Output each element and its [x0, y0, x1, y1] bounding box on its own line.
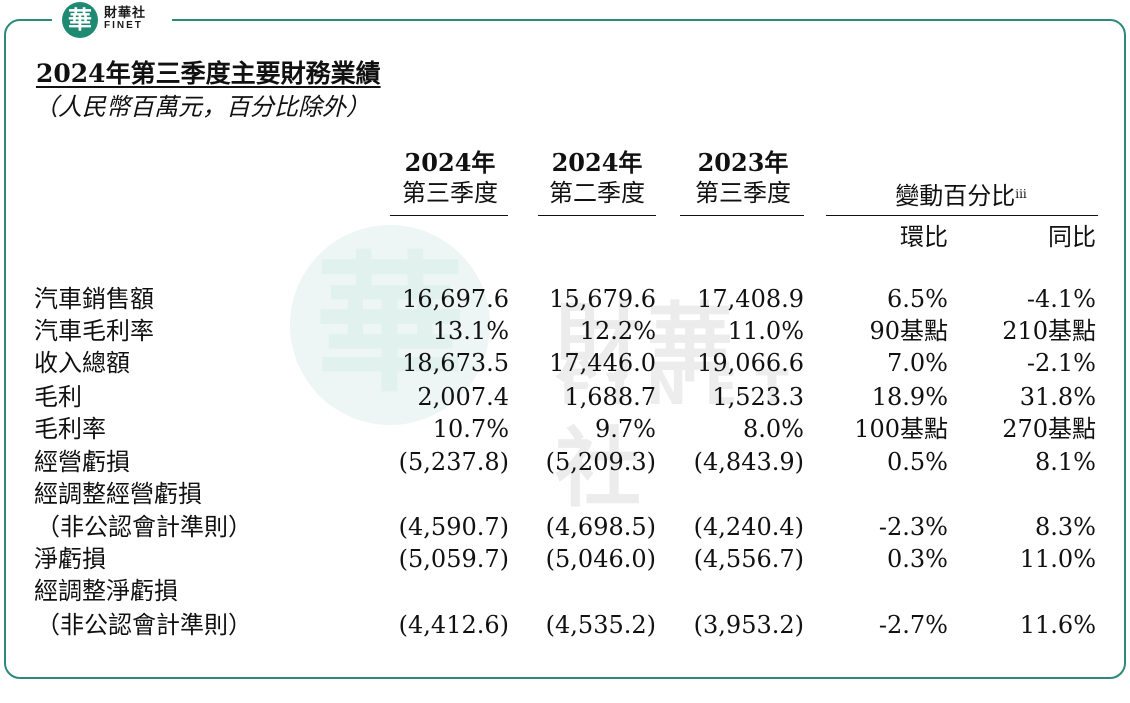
- value-2024q3: 10.7%: [432, 415, 509, 443]
- value-2023q3: (4,556.7): [693, 545, 804, 573]
- value-qoq: 0.3%: [887, 545, 948, 573]
- change-underline: [826, 215, 1098, 216]
- value-2024q2: (5,046.0): [545, 545, 656, 573]
- value-2024q3: 18,673.5: [402, 349, 509, 377]
- value-qoq: 0.5%: [887, 448, 948, 476]
- value-2023q3: 11.0%: [727, 317, 804, 345]
- value-yoy: 31.8%: [1019, 383, 1096, 411]
- value-qoq: 7.0%: [887, 349, 948, 377]
- value-yoy: 270基點: [1002, 415, 1096, 443]
- value-2024q2: (4,698.5): [545, 513, 656, 541]
- row-label: 毛利率: [34, 415, 106, 443]
- column-underline: [680, 215, 804, 216]
- table-row: 毛利率 10.7% 9.7% 8.0% 100基點 270基點: [0, 413, 1130, 445]
- row-label: 汽車毛利率: [34, 317, 154, 345]
- value-2024q3: (4,412.6): [398, 611, 509, 639]
- value-yoy: -4.1%: [1026, 285, 1096, 313]
- row-label: （非公認會計準則）: [36, 611, 252, 639]
- value-qoq: 90基點: [869, 317, 948, 345]
- column-year: 2023年: [697, 148, 789, 177]
- value-qoq: 18.9%: [871, 383, 948, 411]
- table-row: 毛利 2,007.4 1,688.7 1,523.3 18.9% 31.8%: [0, 381, 1130, 413]
- value-2023q3: (4,240.4): [693, 513, 804, 541]
- value-2023q3: 19,066.6: [697, 349, 804, 377]
- column-year: 2024年: [551, 148, 643, 177]
- column-underline: [538, 215, 656, 216]
- logo-chinese: 財華社: [104, 5, 147, 20]
- value-qoq: -2.7%: [878, 611, 948, 639]
- content-frame: [4, 19, 1126, 679]
- value-2024q2: (4,535.2): [545, 611, 656, 639]
- change-header-label: 變動百分比: [895, 182, 1016, 210]
- value-2024q3: 13.1%: [432, 317, 509, 345]
- row-label: 經營虧損: [34, 448, 130, 476]
- column-header-3: 2023年 第三季度: [683, 148, 803, 208]
- table-row: 經營虧損 (5,237.8) (5,209.3) (4,843.9) 0.5% …: [0, 446, 1130, 478]
- value-2024q3: (5,059.7): [398, 545, 509, 573]
- value-2024q2: 12.2%: [579, 317, 656, 345]
- value-2023q3: 8.0%: [743, 415, 804, 443]
- page-title: 2024年第三季度主要財務業績: [36, 59, 381, 88]
- change-header-note: iii: [1015, 187, 1027, 201]
- table-row: 汽車毛利率 13.1% 12.2% 11.0% 90基點 210基點: [0, 315, 1130, 347]
- row-label: 經調整經營虧損: [34, 480, 202, 508]
- column-header-2: 2024年 第二季度: [537, 148, 657, 208]
- finet-logo-text: 財華社 FINET: [104, 5, 147, 32]
- value-yoy: 210基點: [1002, 317, 1096, 345]
- value-2024q3: 2,007.4: [417, 383, 509, 411]
- value-qoq: 6.5%: [887, 285, 948, 313]
- column-quarter: 第二季度: [549, 179, 645, 207]
- value-2024q2: 9.7%: [595, 415, 656, 443]
- row-label: 淨虧損: [34, 545, 106, 573]
- page-subtitle: （人民幣百萬元，百分比除外）: [34, 93, 370, 121]
- value-2023q3: (3,953.2): [693, 611, 804, 639]
- table-row: 淨虧損 (5,059.7) (5,046.0) (4,556.7) 0.3% 1…: [0, 543, 1130, 575]
- yoy-header: 同比: [1048, 223, 1096, 251]
- value-yoy: 8.3%: [1035, 513, 1096, 541]
- finet-logo-icon: 華: [62, 2, 98, 38]
- value-2024q2: 15,679.6: [549, 285, 656, 313]
- value-2024q2: 17,446.0: [549, 349, 656, 377]
- change-header: 變動百分比iii: [826, 181, 1096, 211]
- table-row: 經調整經營虧損: [0, 478, 1130, 510]
- table-row: （非公認會計準則） (4,590.7) (4,698.5) (4,240.4) …: [0, 511, 1130, 543]
- value-yoy: 11.6%: [1019, 611, 1096, 639]
- table-row: 收入總額 18,673.5 17,446.0 19,066.6 7.0% -2.…: [0, 347, 1130, 379]
- column-year: 2024年: [404, 148, 496, 177]
- row-label: 毛利: [34, 383, 82, 411]
- column-quarter: 第三季度: [695, 179, 791, 207]
- value-2024q2: 1,688.7: [564, 383, 656, 411]
- value-2023q3: 17,408.9: [697, 285, 804, 313]
- value-yoy: -2.1%: [1026, 349, 1096, 377]
- value-2024q3: 16,697.6: [402, 285, 509, 313]
- value-2024q2: (5,209.3): [545, 448, 656, 476]
- row-label: （非公認會計準則）: [36, 513, 252, 541]
- value-2023q3: 1,523.3: [712, 383, 804, 411]
- column-header-1: 2024年 第三季度: [390, 148, 510, 208]
- qoq-header: 環比: [900, 223, 948, 251]
- value-2024q3: (5,237.8): [398, 448, 509, 476]
- value-qoq: 100基點: [854, 415, 948, 443]
- column-quarter: 第三季度: [402, 179, 498, 207]
- table-row: 汽車銷售額 16,697.6 15,679.6 17,408.9 6.5% -4…: [0, 283, 1130, 315]
- logo-english: FINET: [104, 20, 143, 31]
- row-label: 經調整淨虧損: [34, 577, 178, 605]
- table-row: （非公認會計準則） (4,412.6) (4,535.2) (3,953.2) …: [0, 609, 1130, 641]
- row-label: 收入總額: [34, 349, 130, 377]
- table-row: 經調整淨虧損: [0, 575, 1130, 607]
- value-yoy: 8.1%: [1035, 448, 1096, 476]
- value-2023q3: (4,843.9): [693, 448, 804, 476]
- row-label: 汽車銷售額: [34, 285, 154, 313]
- value-yoy: 11.0%: [1019, 545, 1096, 573]
- value-qoq: -2.3%: [878, 513, 948, 541]
- column-underline: [390, 215, 508, 216]
- value-2024q3: (4,590.7): [398, 513, 509, 541]
